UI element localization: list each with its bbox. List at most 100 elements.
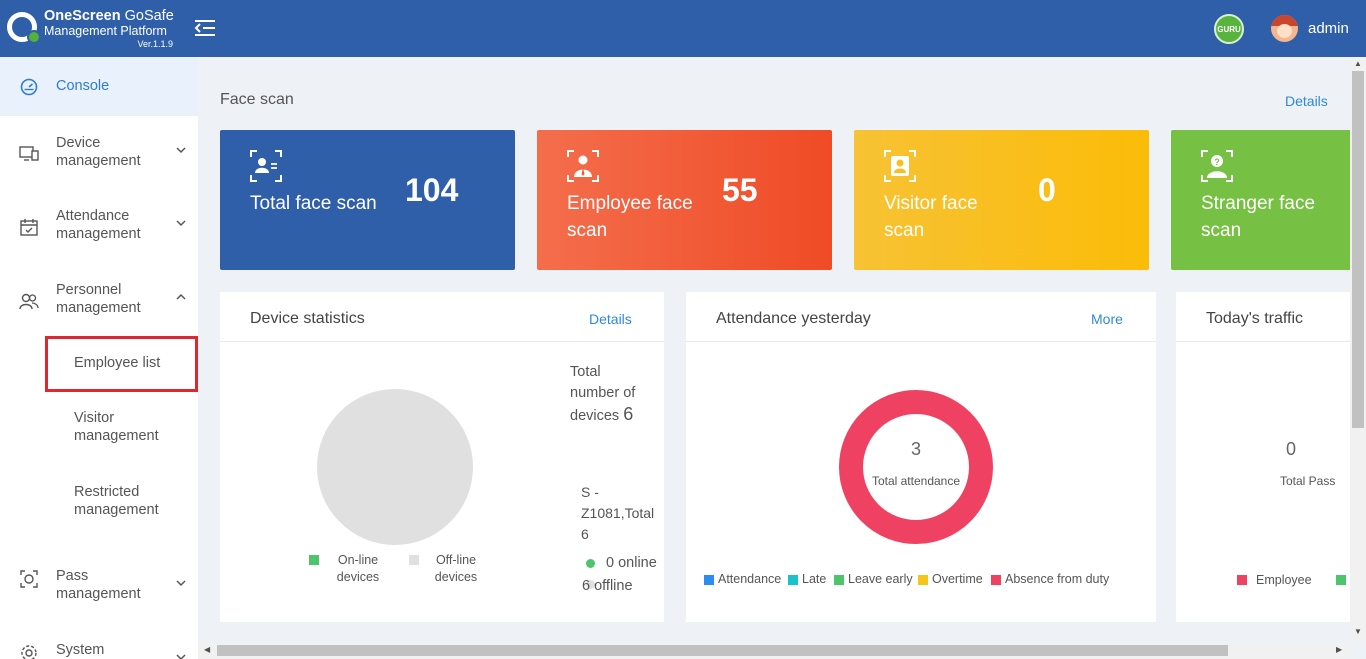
traffic-value: 0 [1286, 439, 1297, 459]
attendance-yesterday-panel: Attendance yesterday More 3 Total attend… [686, 292, 1156, 622]
face-scan-details-link[interactable]: Details [1285, 93, 1328, 109]
legend-swatch-attendance [704, 575, 714, 585]
offline-legend-label: Off-line devices [434, 553, 478, 584]
gear-icon [21, 645, 37, 659]
legend-swatch-next [1336, 575, 1346, 585]
legend-swatch-absence [991, 575, 1001, 585]
highlight-box [45, 336, 198, 392]
brand-name-rest: GoSafe [120, 8, 174, 24]
legend-label-attendance[interactable]: Attendance [718, 572, 782, 586]
id-card-icon [250, 150, 282, 182]
svg-text:?: ? [1214, 157, 1220, 167]
todays-traffic-panel: Today's traffic 0 Total Pass Employee [1176, 292, 1350, 622]
sidebar-label-employee-list: Employee list [74, 355, 161, 371]
scroll-right-arrow-icon[interactable]: ▶ [1336, 645, 1343, 654]
app-version: Ver.1.1.9 [137, 39, 173, 49]
scroll-up-arrow-icon[interactable]: ▲ [1354, 59, 1362, 68]
main-content: Face scan Details Total face scan 104 Em… [198, 57, 1350, 642]
traffic-label: Total Pass [1280, 474, 1336, 488]
user-name[interactable]: admin [1308, 20, 1349, 37]
logo-dot-icon [27, 30, 41, 44]
legend-label-employee[interactable]: Employee [1256, 573, 1312, 587]
vertical-scroll-thumb[interactable] [1352, 71, 1364, 428]
card-label: Stranger face scan [1201, 193, 1316, 241]
vertical-scrollbar[interactable]: ▲ ▼ [1350, 57, 1366, 642]
brand-subtitle: Management Platform [44, 24, 167, 38]
employee-badge-icon [567, 150, 599, 182]
offline-legend-swatch [409, 555, 419, 565]
device-group-summary: S - Z1081,Total 6 [581, 484, 655, 542]
scroll-down-arrow-icon[interactable]: ▼ [1354, 627, 1362, 636]
absence-slice [839, 390, 993, 544]
chevron-down-icon [176, 220, 186, 227]
brand-logo[interactable]: OneScreen GoSafe Management Platform Ver… [7, 6, 182, 52]
attendance-total-value: 3 [910, 439, 921, 459]
legend-label-absence[interactable]: Absence from duty [1005, 572, 1110, 586]
sidebar-label-pass: Pass management [56, 568, 141, 602]
card-value: 104 [405, 172, 459, 208]
total-devices-label: Total number of devices [570, 364, 636, 424]
face-scan-title: Face scan [220, 91, 294, 108]
offline-slice [317, 389, 473, 545]
visitor-badge-icon [884, 150, 916, 182]
legend-label-overtime[interactable]: Overtime [932, 572, 983, 586]
chevron-up-icon [176, 293, 186, 300]
sidebar-label-visitor: Visitor management [74, 410, 159, 444]
sidebar-subitem-restricted[interactable]: Restricted management [0, 465, 198, 539]
sidebar-item-device[interactable]: Device management [0, 115, 198, 189]
sidebar-label-attendance: Attendance management [56, 208, 141, 242]
offline-count-text: 6 offline [582, 578, 633, 594]
attendance-donut-chart [839, 390, 993, 544]
scroll-left-arrow-icon[interactable]: ◀ [204, 645, 211, 654]
horizontal-scrollbar[interactable]: ◀ ▶ [198, 642, 1350, 659]
sidebar-item-pass[interactable]: Pass management [0, 539, 198, 613]
online-dot-icon [586, 559, 595, 568]
face-frame-icon [20, 570, 38, 588]
device-statistics-panel: Device statistics Details On-line device… [220, 292, 664, 622]
device-details-link[interactable]: Details [589, 311, 632, 327]
collapse-menu-icon[interactable] [194, 18, 216, 38]
card-value: 0 [1038, 172, 1056, 208]
calendar-check-icon [20, 219, 38, 236]
top-header: OneScreen GoSafe Management Platform Ver… [0, 0, 1366, 57]
sidebar-label-restricted: Restricted management [74, 484, 159, 518]
device-statistics-title: Device statistics [250, 310, 365, 327]
total-devices-value: 6 [623, 404, 634, 424]
legend-label-leave-early[interactable]: Leave early [848, 572, 913, 586]
device-pie-chart [317, 389, 473, 545]
sidebar-label-console: Console [56, 78, 110, 94]
sidebar-label-system: System management [56, 642, 105, 658]
stranger-question-icon: ? [1201, 150, 1233, 182]
sidebar-label-personnel: Personnel management [56, 282, 141, 316]
legend-label-late[interactable]: Late [802, 572, 827, 586]
legend-swatch-late [788, 575, 798, 585]
card-label: Visitor face scan [884, 193, 978, 241]
sidebar-item-system[interactable]: System management [0, 613, 198, 659]
attendance-total-label: Total attendance [871, 474, 961, 488]
traffic-title: Today's traffic [1206, 310, 1304, 327]
guru-badge-icon[interactable]: GURU [1214, 14, 1244, 44]
total-face-scan-card[interactable]: Total face scan 104 [220, 130, 515, 270]
stranger-face-scan-card[interactable]: ? Stranger face scan [1171, 130, 1350, 270]
visitor-face-scan-card[interactable]: Visitor face scan 0 [854, 130, 1149, 270]
sidebar-item-personnel[interactable]: Personnel management [0, 263, 198, 337]
sidebar-subitem-visitor[interactable]: Visitor management [0, 391, 198, 465]
card-label: Total face scan [250, 193, 377, 214]
attendance-more-link[interactable]: More [1091, 311, 1123, 327]
guru-badge-text: GURU [1217, 24, 1241, 34]
user-avatar[interactable] [1271, 15, 1298, 42]
horizontal-scroll-thumb[interactable] [217, 645, 1228, 656]
online-count-text: 0 online [606, 555, 657, 571]
sidebar-subitem-employee-list[interactable]: Employee list [0, 337, 198, 391]
card-value: 55 [722, 172, 758, 208]
chevron-down-icon [176, 654, 186, 659]
dashboard-gauge-icon [20, 78, 38, 96]
chevron-down-icon [176, 580, 186, 587]
sidebar-item-attendance[interactable]: Attendance management [0, 189, 198, 263]
brand-name-bold: OneScreen [44, 8, 121, 24]
online-legend-label: On-line devices [336, 553, 380, 584]
people-icon [19, 293, 39, 310]
employee-face-scan-card[interactable]: Employee face scan 55 [537, 130, 832, 270]
sidebar-item-console[interactable]: Console [0, 57, 198, 115]
logo-mark-icon [7, 12, 37, 42]
